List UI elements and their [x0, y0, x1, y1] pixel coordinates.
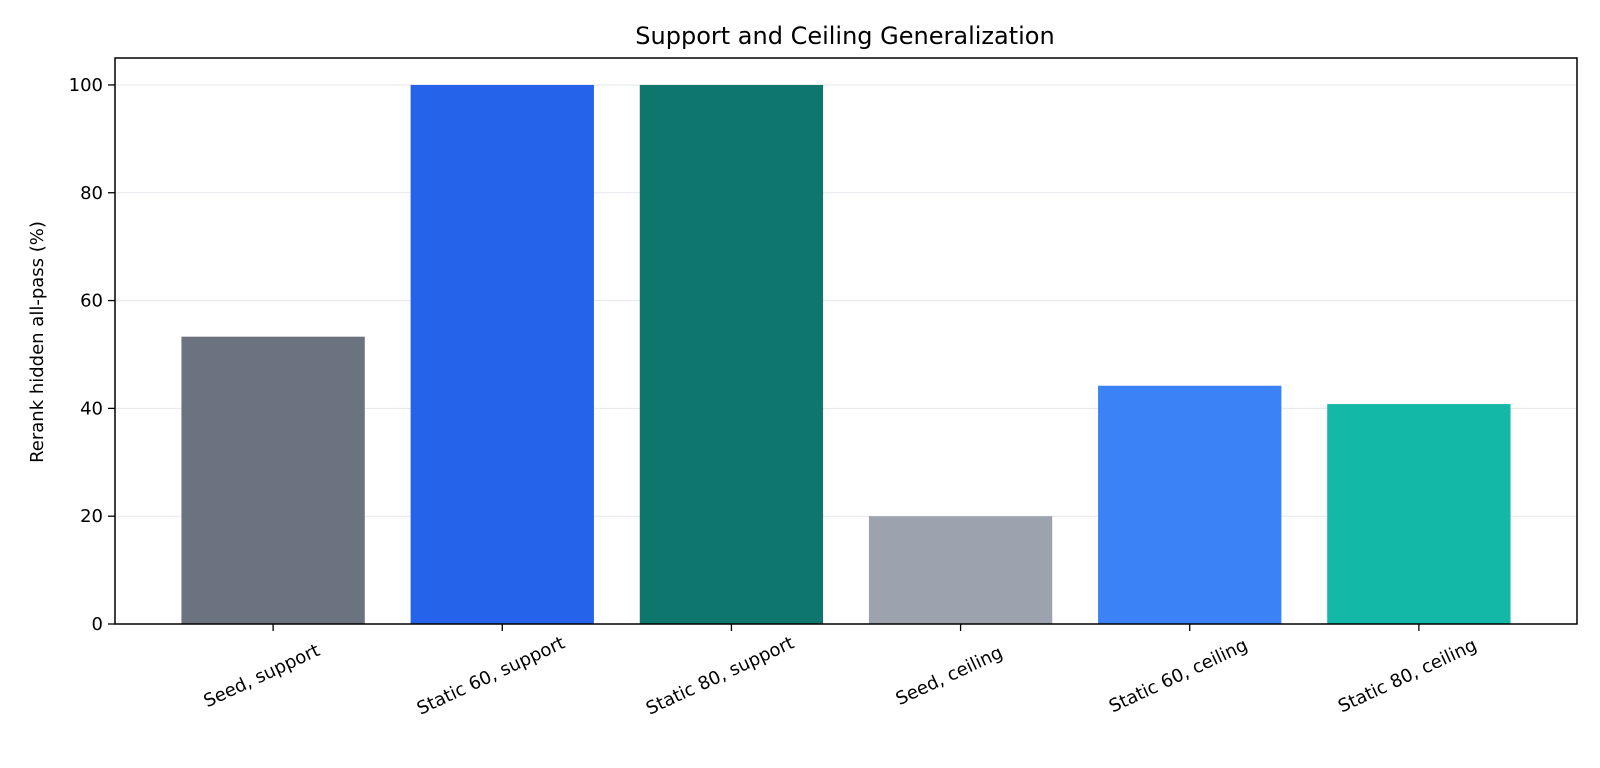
y-tick-label: 80: [80, 183, 103, 204]
bars: [181, 84, 1511, 624]
x-tick-label: Static 60, support: [414, 633, 568, 720]
y-tick-label: 0: [92, 614, 103, 635]
bar: [639, 84, 824, 624]
y-tick-label: 60: [80, 291, 103, 312]
bar: [1327, 404, 1511, 624]
bar: [181, 336, 365, 624]
x-tick-label: Seed, ceiling: [893, 642, 1006, 710]
plot-frame: [114, 57, 1578, 625]
x-tick-label: Static 80, ceiling: [1335, 635, 1480, 718]
y-tick-label: 20: [80, 506, 103, 527]
x-tick-label: Static 60, ceiling: [1106, 635, 1251, 718]
x-tick-label: Seed, support: [200, 640, 323, 712]
y-axis-label: Rerank hidden all-pass (%): [27, 221, 48, 463]
y-tick-label: 40: [80, 398, 103, 419]
x-tick-label: Static 80, support: [643, 633, 797, 720]
bar: [1098, 385, 1282, 624]
bar: [868, 516, 1053, 624]
y-tick-label: 100: [69, 75, 103, 96]
bar: [410, 84, 594, 624]
chart-title: Support and Ceiling Generalization: [635, 22, 1054, 50]
